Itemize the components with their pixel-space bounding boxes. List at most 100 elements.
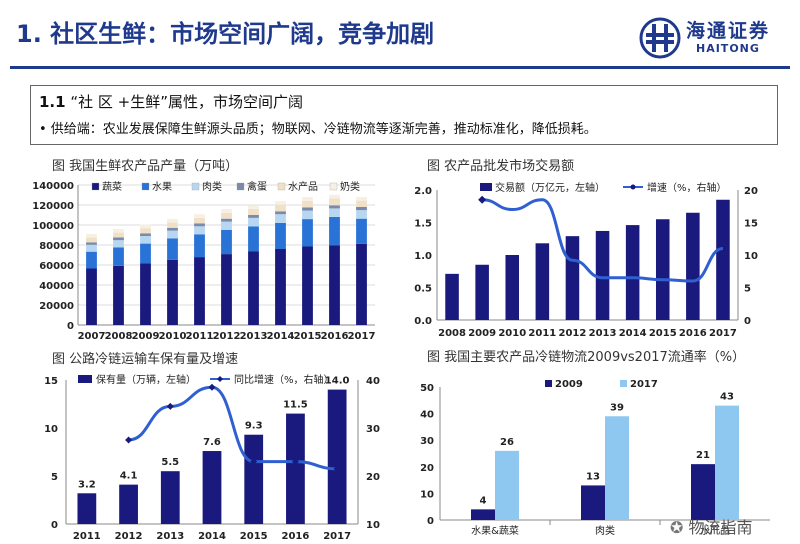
x-tick-label: 2012: [115, 531, 143, 542]
bar: [691, 464, 715, 520]
bar-segment: [140, 243, 151, 264]
legend-swatch: [620, 380, 627, 387]
bar: [327, 389, 347, 524]
bar: [445, 273, 459, 320]
y-right-tick-label: 20: [366, 472, 380, 483]
bar-segment: [356, 200, 367, 207]
legend-label: 2009: [555, 379, 583, 390]
bar-segment: [248, 251, 259, 325]
bar: [595, 230, 610, 320]
x-tick-label: 2015: [294, 331, 322, 342]
bar-segment: [86, 268, 97, 325]
bar: [686, 212, 700, 320]
bar-segment: [140, 228, 151, 234]
line-marker: [208, 383, 216, 391]
bar: [625, 225, 640, 320]
y-right-tick-label: 5: [744, 284, 751, 295]
bar-segment: [275, 201, 286, 205]
y-tick-label: 140000: [32, 181, 74, 192]
bar-segment: [248, 215, 259, 218]
x-tick-label: 2014: [267, 331, 295, 342]
legend-swatch: [277, 182, 286, 191]
bar-segment: [167, 222, 178, 228]
y-left-tick-label: 10: [44, 424, 58, 435]
bar-segment: [275, 222, 286, 249]
bar-value-label: 26: [500, 437, 514, 448]
y-tick-label: 50: [420, 383, 434, 394]
y-right-tick-label: 10: [366, 520, 380, 531]
bar: [581, 485, 605, 520]
y-left-tick-label: 2.0: [414, 186, 432, 197]
bar-segment: [113, 247, 124, 266]
bar-value-label: 13: [586, 471, 600, 482]
bar-segment: [302, 210, 313, 220]
bar: [77, 493, 97, 524]
x-tick-label: 2015: [240, 531, 268, 542]
legend-label: 交易额（万亿元，左轴）: [495, 181, 605, 194]
y-tick-label: 40000: [39, 281, 74, 292]
bar: [655, 219, 670, 320]
bar-segment: [329, 216, 340, 246]
bar-segment: [329, 205, 340, 209]
bar: [119, 484, 138, 524]
x-tick-label: 2013: [156, 531, 184, 542]
bar-segment: [113, 237, 124, 241]
section-box: 1.1 “社 区 +生鲜”属性，市场空间广阔 • 供给端：农业发展保障生鲜源头品…: [30, 85, 778, 145]
y-tick-label: 20000: [39, 301, 74, 312]
bar-value-label: 5.5: [161, 457, 179, 468]
bar-segment: [329, 198, 340, 206]
x-tick-label: 2011: [186, 331, 214, 342]
page-title: 1. 社区生鲜：市场空间广阔，竞争加剧: [16, 20, 435, 48]
bar-segment: [221, 230, 232, 255]
bar-segment: [329, 194, 340, 199]
bar-segment: [86, 237, 97, 243]
bar: [716, 199, 730, 320]
y-tick-label: 40: [420, 410, 434, 421]
y-tick-label: 30: [420, 436, 434, 447]
x-tick-label: 2010: [498, 328, 526, 339]
bar-value-label: 7.6: [203, 437, 221, 448]
x-tick-label: 2009: [468, 328, 496, 339]
legend-label: 禽蛋: [247, 180, 267, 193]
x-tick-label: 2014: [198, 531, 226, 542]
bar: [565, 236, 580, 320]
bar-value-label: 9.3: [245, 421, 263, 432]
wechat-icon: ✪: [670, 518, 684, 537]
watermark: ✪ 物流指南: [670, 514, 753, 538]
bar-segment: [275, 211, 286, 215]
line-marker: [250, 458, 258, 466]
bar-segment: [194, 257, 205, 325]
cold-chain-truck-chart: 图 公路冷链运输车保有量及增速 0 5 10 15 10 20 30 40 3.2 2011 4.1 2…: [44, 351, 380, 542]
produce-output-chart: 图 我国生鲜农产品产量（万吨） 0 20000 40000 60000 80000 1000…: [32, 159, 375, 342]
bar-segment: [221, 218, 232, 222]
section-bullet: • 供给端：农业发展保障生鲜源头品质；物联网、冷链物流等逐渐完善，推动标准化，降…: [39, 122, 597, 137]
bar-segment: [113, 228, 124, 233]
x-tick-label: 2017: [323, 531, 351, 542]
bar-value-label: 43: [720, 392, 734, 403]
legend-swatch: [545, 380, 552, 387]
y-left-tick-label: 1.5: [414, 219, 432, 230]
y-left-tick-label: 15: [44, 376, 58, 387]
x-tick-label: 2008: [438, 328, 466, 339]
cold-chain-rate-chart: 图 我国主要农产品冷链物流2009vs2017流通率（%） 0 10 20 30 40 50…: [420, 349, 770, 537]
bar-segment: [275, 214, 286, 223]
y-tick-label: 80000: [39, 241, 74, 252]
y-right-tick-label: 0: [744, 316, 751, 327]
bar-segment: [194, 234, 205, 258]
bar-segment: [86, 234, 97, 238]
bar-segment: [140, 236, 151, 244]
bar-segment: [167, 218, 178, 223]
bar-segment: [248, 205, 259, 209]
y-right-tick-label: 30: [366, 424, 380, 435]
x-tick-label: 2013: [589, 328, 617, 339]
y-left-tick-label: 0: [51, 520, 58, 531]
bar-segment: [356, 243, 367, 325]
y-right-tick-label: 20: [744, 186, 758, 197]
line-marker: [125, 436, 133, 444]
bar-value-label: 11.5: [283, 400, 308, 411]
bar-segment: [167, 259, 178, 325]
x-tick-label: 2013: [240, 331, 268, 342]
bar: [202, 451, 222, 524]
line-marker: [478, 195, 487, 204]
legend-label: 水产品: [288, 180, 318, 193]
